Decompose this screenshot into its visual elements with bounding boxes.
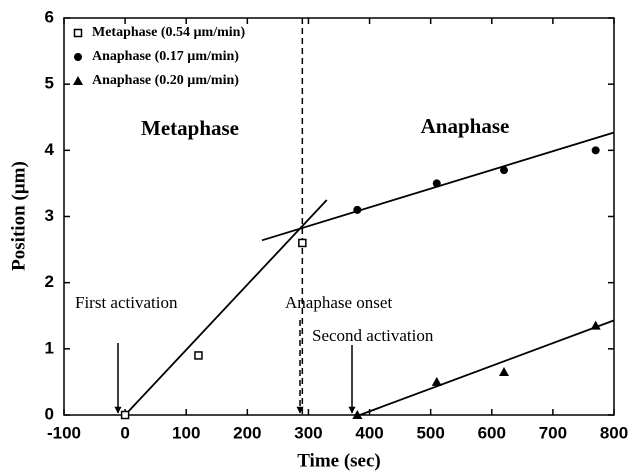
x-tick-label: 0 (120, 423, 129, 442)
data-point (298, 238, 307, 248)
data-point (431, 376, 442, 386)
data-point (432, 179, 441, 188)
x-tick-label: 200 (233, 423, 261, 442)
x-tick-label: 300 (294, 423, 322, 442)
annotation: First activation (75, 293, 178, 312)
legend-label: Anaphase (0.17 µm/min) (92, 49, 239, 64)
legend-label: Metaphase (0.54 µm/min) (92, 25, 245, 40)
x-tick-label: -100 (47, 423, 81, 442)
y-tick-label: 3 (45, 206, 54, 225)
data-point (73, 28, 83, 38)
data-point (590, 320, 601, 330)
y-tick-label: 4 (45, 140, 55, 159)
data-point (73, 76, 83, 85)
y-axis-label: Position (µm) (8, 161, 29, 271)
y-tick-label: 2 (45, 272, 54, 291)
x-tick-label: 700 (539, 423, 567, 442)
x-tick-label: 100 (172, 423, 200, 442)
x-axis-label: Time (sec) (297, 450, 381, 471)
x-tick-label: 400 (355, 423, 383, 442)
annotation: Anaphase onset (285, 293, 392, 312)
data-point (352, 410, 363, 419)
y-tick-label: 1 (45, 338, 54, 357)
fit-line (124, 199, 328, 416)
x-tick-label: 800 (600, 423, 628, 442)
legend-label: Anaphase (0.20 µm/min) (92, 73, 239, 88)
y-tick-label: 0 (45, 404, 54, 423)
fit-line (359, 319, 615, 416)
data-point (194, 351, 203, 360)
data-point (499, 366, 509, 376)
x-tick-label: 600 (478, 423, 506, 442)
phase-label: Metaphase (141, 116, 239, 140)
data-point (120, 410, 130, 420)
annotation: Second activation (312, 326, 434, 345)
data-point (353, 205, 362, 214)
phase-label: Anaphase (421, 114, 510, 138)
data-point (500, 166, 508, 175)
x-tick-label: 500 (416, 423, 444, 442)
y-tick-label: 5 (45, 74, 54, 93)
data-point (591, 146, 600, 155)
y-tick-label: 6 (45, 7, 54, 26)
data-point (74, 53, 82, 61)
